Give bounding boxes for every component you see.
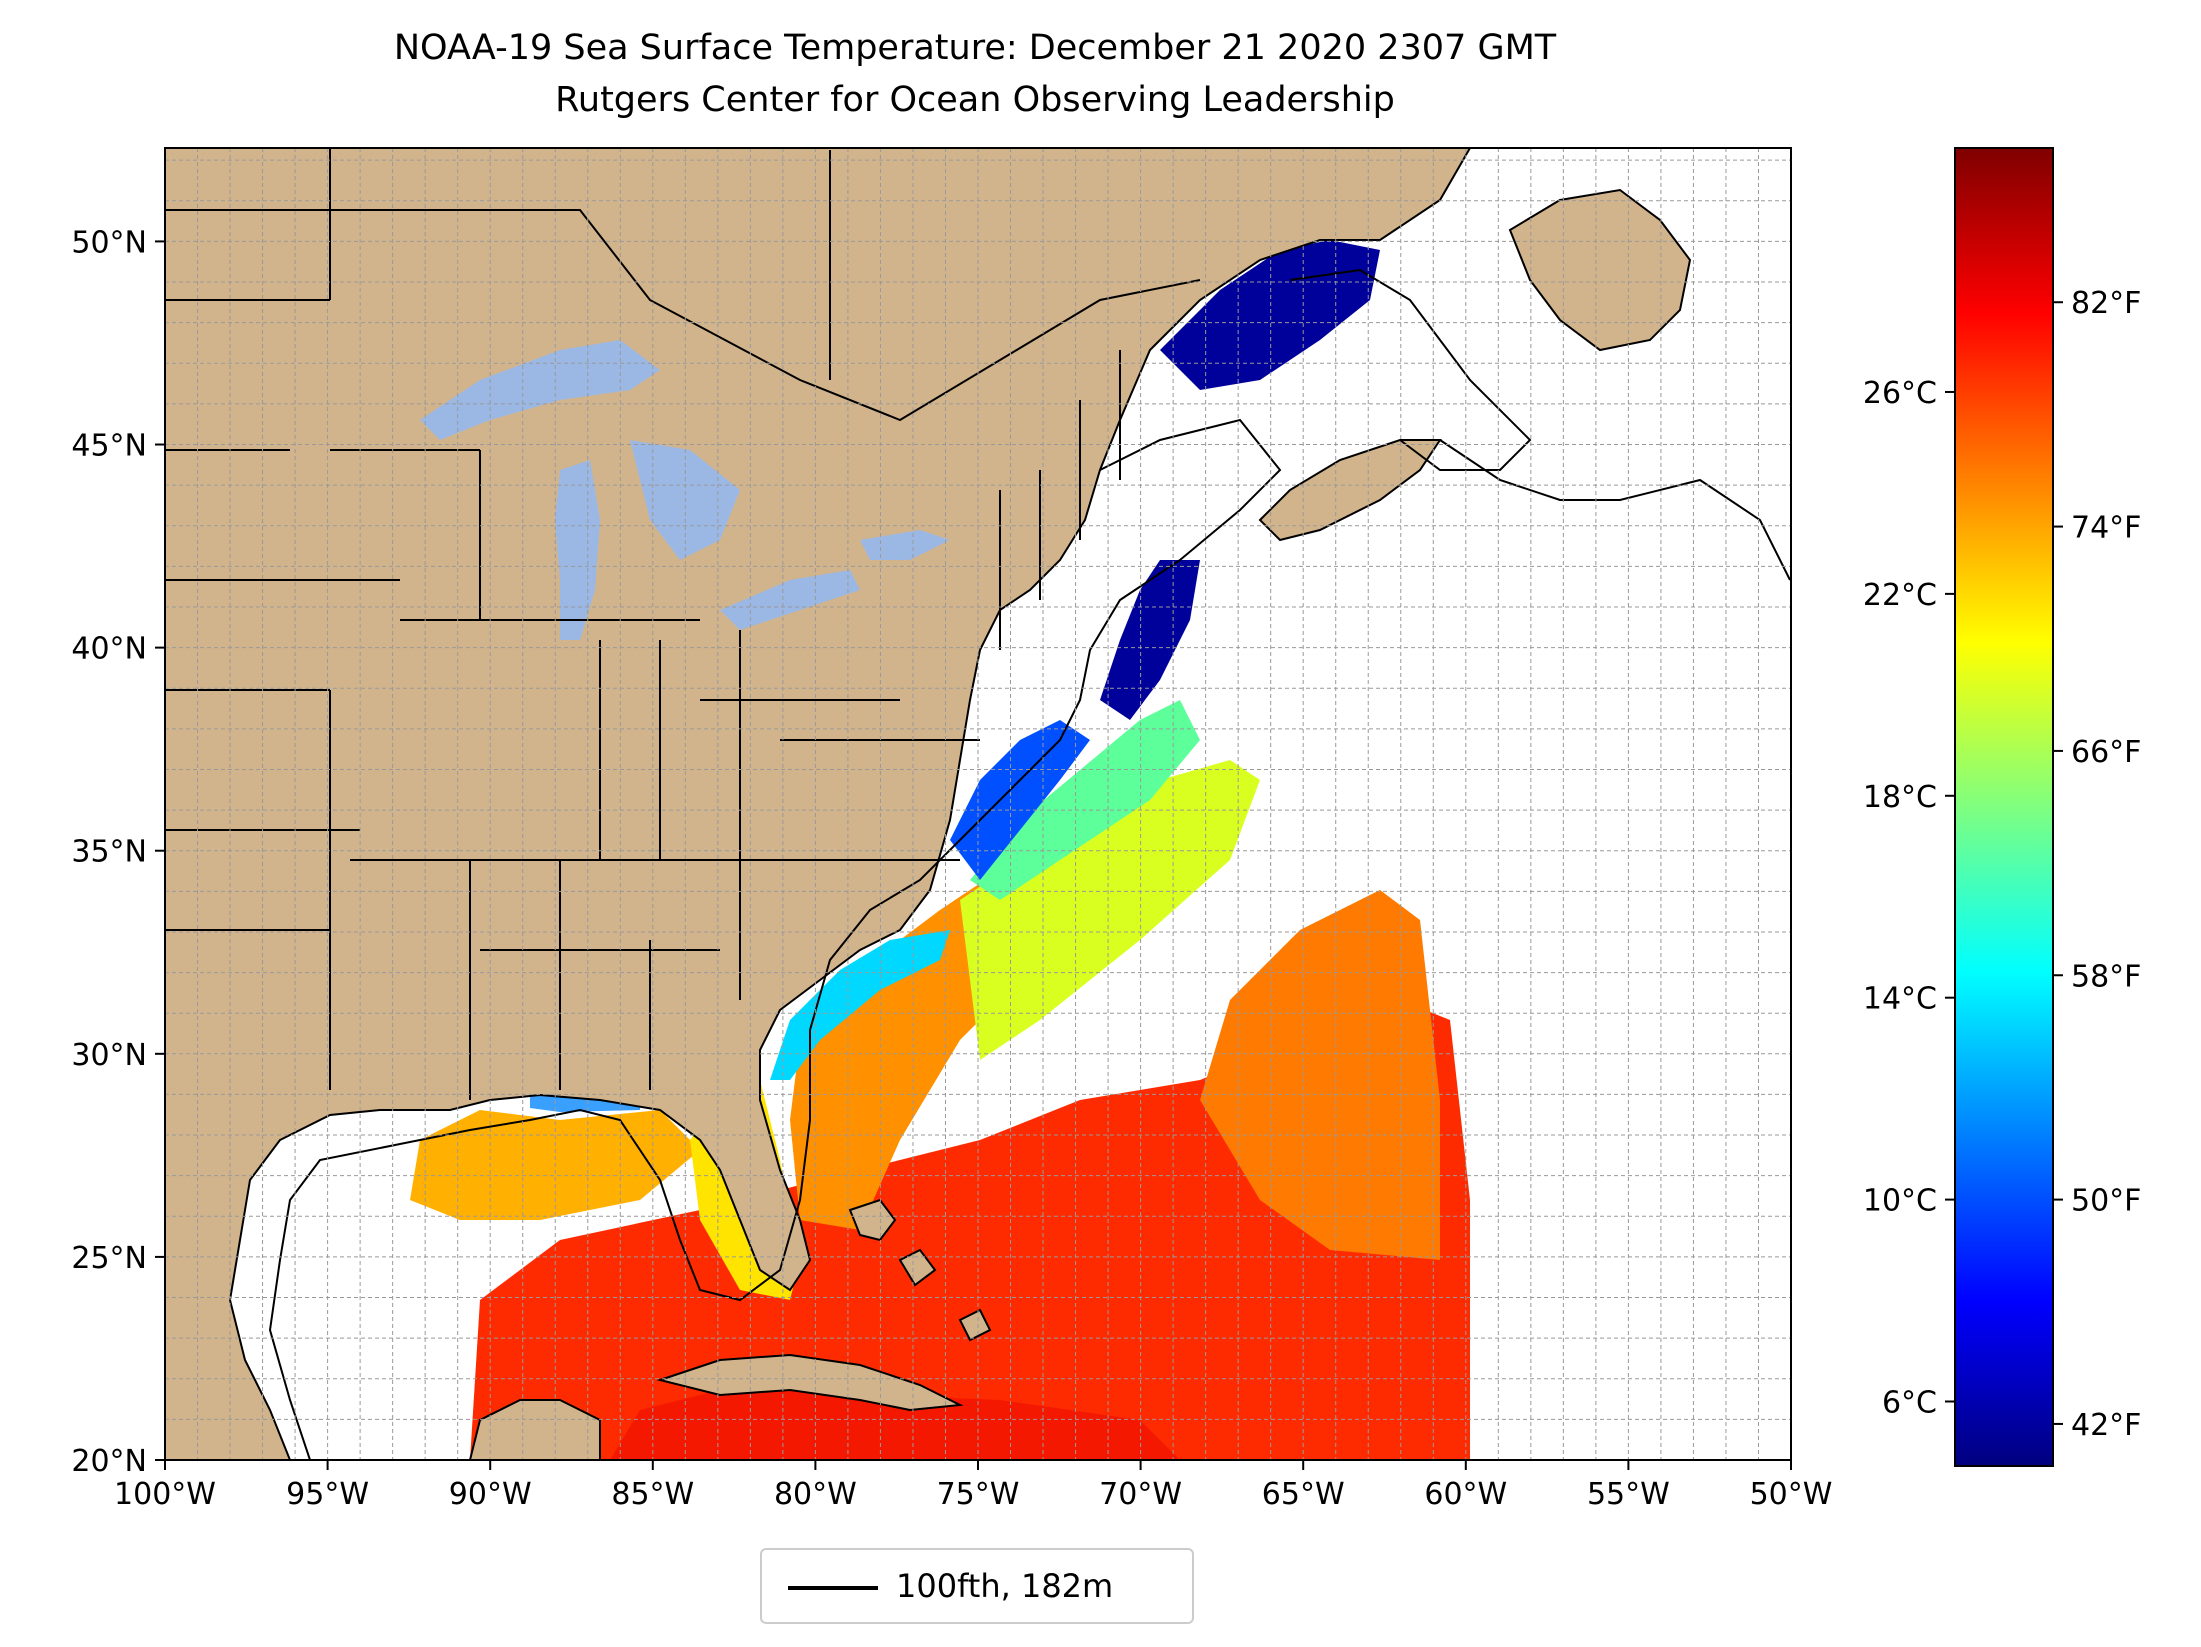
cbar-c-label: 26°C (1863, 376, 1937, 411)
sst-st-lawrence-navy (1160, 240, 1380, 390)
cbar-c-label: 6°C (1882, 1386, 1937, 1421)
cuba-island (656, 1353, 964, 1412)
sst-slope-green (970, 700, 1200, 900)
lake-michigan (555, 460, 600, 640)
x-axis: 100°W 95°W 90°W 85°W 80°W 75°W 70°W 65°W 60°W 55°… (114, 1460, 1832, 1512)
x-tick-label: 65°W (1262, 1477, 1345, 1512)
colorbar-fahrenheit-axis: 42°F 50°F 58°F 66°F 74°F 82°F (2053, 286, 2141, 1443)
y-tick-label: 40°N (71, 632, 147, 667)
newfoundland-island (1508, 188, 1692, 352)
cbar-f-label: 66°F (2071, 735, 2141, 770)
figure-subtitle: Rutgers Center for Ocean Observing Leade… (555, 80, 1395, 120)
sst-gulf-of-maine-navy (1100, 560, 1200, 720)
x-tick-label: 60°W (1424, 1477, 1507, 1512)
x-tick-label: 95°W (286, 1477, 369, 1512)
cbar-f-label: 42°F (2071, 1408, 2141, 1443)
cbar-c-label: 22°C (1863, 578, 1937, 613)
gridlines (165, 148, 1791, 1460)
sst-east-atlantic-orange (1200, 890, 1440, 1260)
x-tick-label: 90°W (449, 1477, 532, 1512)
legend: 100fth, 182m (760, 1548, 1194, 1624)
x-tick-label: 80°W (774, 1477, 857, 1512)
sst-slope-yellow (960, 760, 1260, 1060)
lake-superior (420, 340, 660, 440)
colorbar-gradient (1954, 147, 2054, 1467)
y-tick-label: 20°N (71, 1444, 147, 1479)
bahamas-islands (848, 1198, 992, 1342)
cbar-c-label: 14°C (1863, 982, 1937, 1017)
cbar-c-label: 18°C (1863, 780, 1937, 815)
sst-shelf-cyan (770, 930, 950, 1080)
x-tick-label: 50°W (1750, 1477, 1833, 1512)
x-tick-label: 70°W (1099, 1477, 1182, 1512)
cbar-c-label: 10°C (1863, 1184, 1937, 1219)
y-axis: 20°N 25°N 30°N 35°N 40°N 45°N 50°N (71, 225, 165, 1479)
colorbar: 6°C 10°C 14°C 18°C 22°C 26°C 42°F 50°F 58°F 66°F… (1863, 147, 2141, 1467)
x-tick-label: 75°W (937, 1477, 1020, 1512)
y-tick-label: 45°N (71, 429, 147, 464)
colorbar-celsius-axis: 6°C 10°C 14°C 18°C 22°C 26°C (1863, 376, 1955, 1421)
sst-mid-atlantic-blue (950, 720, 1090, 880)
legend-label: 100fth, 182m (896, 1567, 1114, 1605)
yucatan-peninsula (468, 1399, 601, 1460)
cbar-f-label: 82°F (2071, 286, 2141, 321)
figure-title: NOAA-19 Sea Surface Temperature: Decembe… (393, 28, 1557, 68)
sst-caribbean-hot (610, 1380, 1180, 1460)
cbar-f-label: 58°F (2071, 959, 2141, 994)
lake-erie (720, 570, 860, 630)
cbar-f-label: 74°F (2071, 511, 2141, 546)
x-tick-label: 85°W (611, 1477, 694, 1512)
x-tick-label: 100°W (114, 1477, 216, 1512)
cbar-f-label: 50°F (2071, 1184, 2141, 1219)
legend-line-swatch (788, 1586, 878, 1590)
x-tick-label: 55°W (1587, 1477, 1670, 1512)
y-tick-label: 30°N (71, 1038, 147, 1073)
y-tick-label: 35°N (71, 835, 147, 870)
y-tick-label: 25°N (71, 1241, 147, 1276)
nova-scotia (1258, 439, 1442, 542)
y-tick-label: 50°N (71, 225, 147, 260)
lake-ontario (860, 530, 950, 560)
state-borders (165, 148, 1201, 1100)
